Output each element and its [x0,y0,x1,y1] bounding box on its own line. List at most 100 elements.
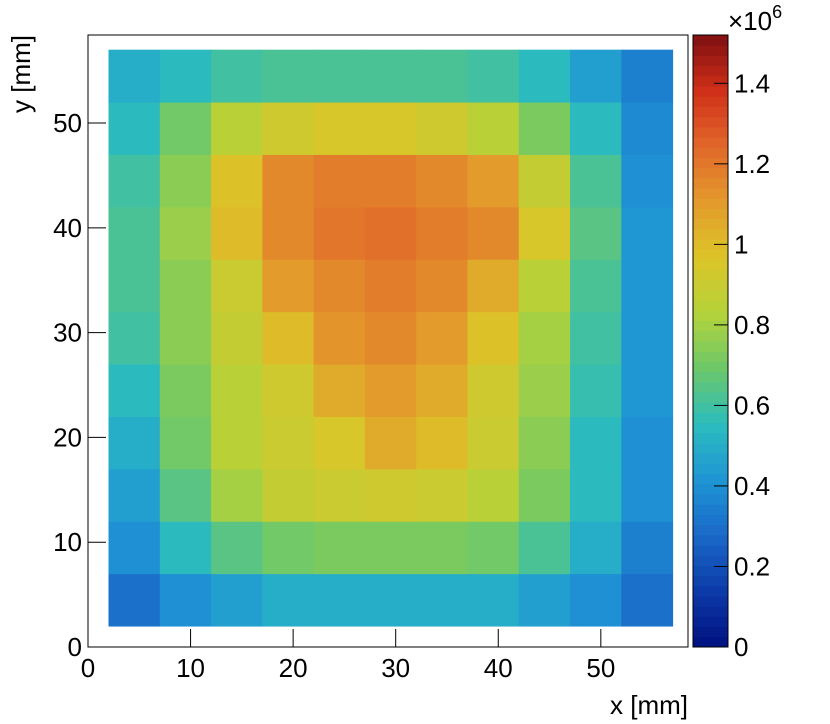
heatmap-cell [518,259,571,313]
heatmap-cell [416,49,468,103]
colorbar-step [693,167,728,179]
heatmap-cell [518,311,571,365]
heatmap-cell [313,521,366,575]
heatmap-cell [570,49,622,103]
heatmap-cell [159,311,212,365]
heatmap-cell [211,573,263,627]
colorbar-step [693,514,728,526]
heatmap-cell [467,259,520,313]
heatmap-cell [211,154,263,208]
colorbar-step [693,432,728,444]
heatmap-cell [313,259,366,313]
heatmap-cell [518,102,571,155]
plot-frame [87,34,689,648]
heatmap-cell [211,259,263,313]
y-tick-label: 40 [53,213,82,243]
heatmap-cell [108,416,161,470]
colorbar-step [693,443,728,454]
heatmap-cell [159,49,212,103]
colorbar-step [693,177,728,189]
colorbar-step [693,126,728,138]
heatmap-cell [621,416,674,470]
heatmap-cell [570,259,622,313]
heatmap-cell [518,416,571,470]
heatmap-cell [416,259,468,313]
heatmap-cell [621,49,674,103]
colorbar-step [693,35,728,46]
x-tick-label: 20 [279,653,308,683]
colorbar-step [693,402,728,413]
colorbar-step [693,218,728,230]
heatmap-cell [262,416,315,470]
colorbar-step [693,545,728,556]
colorbar-step [693,483,728,495]
y-tick-label: 50 [53,108,82,138]
heatmap-cell [108,102,161,155]
heatmap-cell [262,311,315,365]
heatmap-cell [621,154,674,208]
colorbar-step [693,361,728,373]
heatmap-cell [518,49,571,103]
z-tick-label: 0.2 [734,551,770,581]
colorbar-step [693,157,728,169]
heatmap-cell [159,259,212,313]
colorbar-step [693,504,728,515]
colorbar-step [693,381,728,393]
heatmap-cell [262,364,315,417]
heatmap-cell [621,521,674,575]
colorbar-step [693,422,728,434]
heatmap-cell [467,573,520,627]
heatmap-cell [211,311,263,365]
heatmap-cell [416,573,468,627]
heatmap-cell [364,521,417,575]
heatmap-cell [211,521,263,575]
colorbar-step [693,534,728,546]
heatmap-cell [467,416,520,470]
heatmap-cell [570,521,622,575]
colorbar-step [693,86,728,97]
heatmap-cell [364,311,417,365]
colorbar-step [693,636,728,648]
y-axis-title: y [mm] [6,35,36,113]
heatmap-cell [570,102,622,155]
heatmap-cell [518,468,571,522]
heatmap-cell [621,259,674,313]
heatmap-cell [313,102,366,155]
heatmap-cell [518,154,571,208]
heatmap-cell [364,416,417,470]
colorbar-step [693,55,728,67]
heatmap-cell [108,364,161,417]
z-tick-label: 0.4 [734,471,770,501]
colorbar-step [693,310,728,322]
heatmap-cell [467,102,520,155]
heatmap-cell [364,206,417,260]
heatmap-cell [262,468,315,522]
z-multiplier: ×106 [728,2,782,36]
heatmap-cell [313,154,366,208]
heatmap-cell [621,573,674,627]
heatmap-cell [159,573,212,627]
z-tick-label: 1.4 [734,68,770,98]
heatmap-cell [416,206,468,260]
heatmap-cell [211,102,263,155]
heatmap-cell [159,102,212,155]
heatmap-cell [108,49,161,103]
colorbar-step [693,137,728,148]
colorbar-step [693,606,728,617]
x-tick-label: 0 [81,653,95,683]
heatmap-cell [313,573,366,627]
z-multiplier-exponent: 6 [772,2,782,22]
heatmap-cell [518,206,571,260]
colorbar-step [693,341,728,352]
heatmap-cell [364,364,417,417]
heatmap-cell [416,102,468,155]
x-tick-label: 50 [586,653,615,683]
heatmap-cell [108,206,161,260]
colorbar-step [693,575,728,587]
heatmap-cell [364,49,417,103]
heatmap-cell [467,154,520,208]
heatmap-cell [364,468,417,522]
heatmap-cell [262,573,315,627]
colorbar-step [693,198,728,209]
heatmap-cell [313,416,366,470]
